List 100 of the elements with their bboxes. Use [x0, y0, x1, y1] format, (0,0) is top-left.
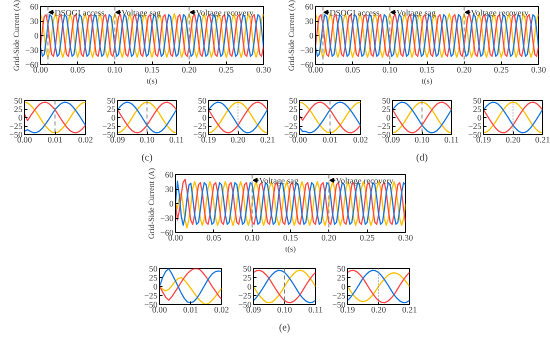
y-tick-label: 50 — [243, 264, 252, 274]
ref-line-label: Voltage recovery — [336, 175, 394, 186]
y-tick-label: 60 — [30, 2, 38, 12]
x-tick-label: 0.15 — [144, 64, 160, 74]
x-tick-label: 0.10 — [140, 134, 154, 144]
x-tick-label: 0.10 — [414, 134, 430, 144]
y-tick-label: 25 — [243, 272, 252, 282]
y-tick-label: 0 — [18, 112, 22, 122]
y-tick-label: −50 — [238, 300, 252, 310]
y-tick-label: 0 — [293, 112, 298, 122]
y-tick-label: −60 — [25, 60, 39, 70]
y-tick-label: 0 — [202, 112, 206, 122]
x-tick-label: 0.21 — [535, 134, 550, 144]
y-tick-label: 25 — [107, 104, 116, 114]
line-series — [118, 102, 176, 134]
x-tick-label: 0.05 — [70, 64, 86, 74]
y-tick-label: −50 — [377, 130, 391, 140]
x-tick-label: 0.20 — [456, 64, 472, 74]
y-tick-label: −30 — [300, 45, 314, 55]
y-tick-label: 50 — [198, 96, 206, 106]
y-tick-label: −30 — [160, 213, 174, 223]
line-series — [392, 102, 452, 134]
y-tick-label: 60 — [305, 2, 314, 12]
x-tick-label: 0.25 — [360, 232, 375, 242]
x-tick-label: 0.11 — [169, 134, 184, 144]
y-tick-label: −50 — [9, 130, 23, 140]
x-tick-label: 0.01 — [48, 134, 62, 144]
x-tick-label: 0.10 — [107, 64, 122, 74]
y-tick-label: −50 — [284, 130, 298, 140]
y-axis-title: Grid-Side Current (A) — [12, 0, 22, 72]
y-tick-label: 0 — [309, 30, 314, 40]
y-tick-label: 30 — [305, 16, 314, 26]
x-tick-label: 0.15 — [420, 64, 434, 74]
y-tick-label: 50 — [14, 96, 22, 106]
y-tick-label: −50 — [332, 300, 346, 310]
x-tick-label: 0.25 — [218, 64, 234, 74]
text: (d) — [416, 152, 428, 164]
y-tick-label: 50 — [473, 96, 482, 106]
x-axis-title: t(s) — [422, 76, 433, 86]
y-tick-label: 25 — [14, 104, 22, 114]
x-tick-label: 0.20 — [182, 64, 197, 74]
ref-line-label: Voltage sag — [259, 175, 300, 186]
ref-line-label: Voltage sag — [122, 7, 162, 18]
y-tick-label: 25 — [289, 104, 298, 114]
x-tick-label: 0.10 — [382, 64, 398, 74]
y-tick-label: 0 — [477, 112, 482, 122]
y-tick-label: 0 — [34, 30, 38, 40]
y-tick-label: −25 — [9, 121, 23, 131]
line-series — [254, 270, 316, 304]
ref-line-label: DSOGI access — [330, 7, 380, 18]
y-tick-label: 30 — [30, 16, 38, 26]
x-tick-label: 0.15 — [283, 232, 298, 242]
y-tick-label: −25 — [468, 121, 482, 131]
y-tick-label: −25 — [284, 121, 298, 131]
x-tick-label: 0.20 — [321, 232, 336, 242]
y-tick-label: −60 — [300, 60, 314, 70]
x-tick-label: 0.11 — [444, 134, 459, 144]
y-tick-label: 0 — [247, 282, 252, 292]
x-tick-label: 0.10 — [244, 232, 260, 242]
y-tick-label: −50 — [468, 130, 482, 140]
y-axis-title: Grid-Side Current (A) — [147, 168, 156, 240]
y-tick-label: 50 — [149, 264, 158, 274]
y-tick-label: 0 — [153, 282, 158, 292]
x-axis-title: t(s) — [146, 76, 158, 86]
ref-line-label: DSOGI access — [54, 7, 104, 18]
line-series — [208, 102, 268, 134]
x-tick-label: 0.02 — [214, 304, 229, 314]
x-tick-label: 0.25 — [494, 64, 509, 74]
x-tick-label: 0.01 — [322, 134, 338, 144]
y-tick-label: −25 — [377, 121, 391, 131]
y-tick-label: 25 — [149, 272, 158, 282]
x-tick-label: 0.20 — [371, 304, 386, 314]
ref-line-label: Voltage sag — [396, 7, 437, 18]
y-tick-label: −50 — [102, 130, 116, 140]
y-axis-title: Grid-Side Current (A) — [287, 0, 296, 72]
y-tick-label: 50 — [289, 96, 298, 106]
x-tick-label: 0.02 — [353, 134, 368, 144]
line-series — [484, 102, 542, 134]
y-tick-label: 0 — [386, 112, 390, 122]
y-tick-label: 25 — [337, 272, 346, 282]
x-tick-label: 0.30 — [256, 64, 271, 74]
y-tick-label: −30 — [25, 45, 39, 55]
text: (e) — [278, 322, 290, 334]
y-tick-label: 30 — [165, 184, 174, 194]
y-tick-label: −50 — [144, 300, 158, 310]
y-tick-label: −25 — [332, 290, 346, 300]
x-tick-label: 0.21 — [260, 134, 275, 144]
y-tick-label: −25 — [238, 290, 252, 300]
line-series — [24, 102, 86, 134]
x-tick-label: 0.02 — [78, 134, 93, 144]
x-tick-label: 0.01 — [183, 304, 198, 314]
x-tick-label: 0.30 — [531, 64, 546, 74]
y-tick-label: 25 — [198, 104, 206, 114]
x-tick-label: 0.05 — [345, 64, 360, 74]
text: (c) — [141, 152, 153, 164]
x-tick-label: 0.11 — [308, 304, 323, 314]
x-tick-label: 0.30 — [398, 232, 413, 242]
x-tick-label: 0.20 — [506, 134, 520, 144]
x-tick-label: 0.21 — [402, 304, 417, 314]
y-tick-label: 0 — [169, 198, 174, 208]
